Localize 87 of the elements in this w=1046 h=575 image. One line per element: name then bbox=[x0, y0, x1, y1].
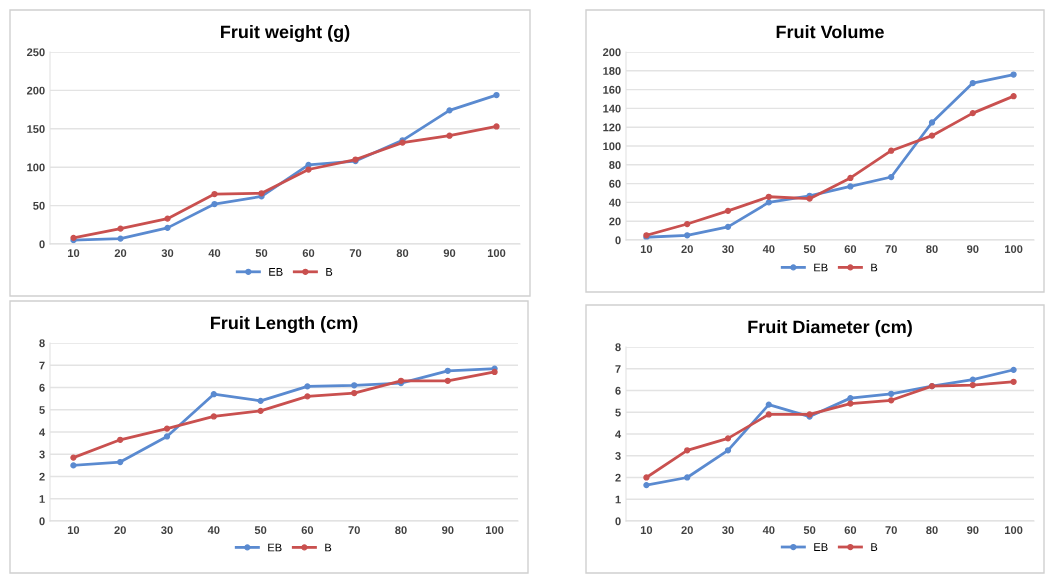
legend-label: EB bbox=[814, 543, 828, 551]
legend-label: EB bbox=[814, 263, 828, 272]
y-tick-label: 250 bbox=[26, 48, 45, 57]
y-tick-label: 7 bbox=[39, 361, 45, 370]
chart-title: Fruit Volume bbox=[776, 25, 884, 39]
x-tick-label: 60 bbox=[301, 526, 314, 535]
y-tick-label: 2 bbox=[615, 473, 621, 482]
y-tick-label: 160 bbox=[603, 85, 621, 94]
x-tick-label: 10 bbox=[640, 526, 653, 535]
y-tick-label: 2 bbox=[39, 472, 45, 481]
y-tick-label: 3 bbox=[39, 450, 45, 459]
x-tick-label: 40 bbox=[762, 526, 775, 535]
y-tick-label: 8 bbox=[39, 339, 45, 348]
x-tick-label: 70 bbox=[349, 249, 362, 258]
x-tick-label: 70 bbox=[885, 245, 897, 254]
x-tick-label: 20 bbox=[114, 249, 127, 258]
y-tick-label: 0 bbox=[615, 517, 621, 526]
x-tick-label: 100 bbox=[487, 249, 506, 258]
y-tick-label: 40 bbox=[608, 198, 621, 207]
y-tick-label: 5 bbox=[39, 406, 45, 414]
x-tick-label: 20 bbox=[681, 526, 693, 535]
y-tick-label: 7 bbox=[615, 365, 621, 373]
x-tick-label: 100 bbox=[1005, 526, 1023, 535]
y-tick-label: 20 bbox=[609, 217, 621, 226]
y-tick-label: 150 bbox=[27, 125, 45, 133]
y-tick-label: 140 bbox=[603, 104, 621, 113]
y-tick-label: 4 bbox=[39, 428, 46, 437]
chart-title: Fruit weight (g) bbox=[221, 25, 350, 42]
y-tick-label: 3 bbox=[615, 452, 621, 460]
x-tick-label: 40 bbox=[762, 245, 775, 254]
x-tick-label: 10 bbox=[67, 526, 80, 535]
x-tick-label: 100 bbox=[1005, 245, 1023, 254]
x-tick-label: 80 bbox=[396, 249, 409, 258]
y-tick-label: 100 bbox=[603, 142, 621, 151]
y-tick-label: 6 bbox=[39, 383, 45, 392]
x-tick-label: 50 bbox=[803, 245, 816, 254]
x-tick-label: 20 bbox=[681, 245, 693, 254]
x-tick-label: 20 bbox=[114, 526, 126, 535]
x-tick-label: 90 bbox=[967, 526, 979, 535]
y-tick-label: 60 bbox=[609, 179, 621, 188]
x-tick-label: 10 bbox=[68, 249, 80, 258]
y-tick-label: 80 bbox=[609, 161, 621, 169]
chart-title: Fruit Length (cm) bbox=[210, 316, 358, 333]
x-tick-label: 30 bbox=[161, 249, 174, 258]
x-tick-label: 90 bbox=[967, 245, 979, 254]
x-tick-label: 50 bbox=[254, 526, 267, 535]
x-tick-label: 90 bbox=[443, 249, 456, 258]
y-tick-label: 5 bbox=[615, 408, 621, 417]
x-tick-label: 10 bbox=[640, 245, 653, 254]
x-tick-label: 30 bbox=[722, 245, 734, 254]
y-tick-label: 1 bbox=[39, 495, 45, 503]
x-tick-label: 70 bbox=[348, 526, 360, 535]
legend-label: B bbox=[326, 268, 333, 276]
x-tick-label: 40 bbox=[207, 526, 220, 535]
legend-label: B bbox=[871, 263, 878, 272]
y-tick-label: 200 bbox=[26, 86, 45, 95]
y-tick-label: 0 bbox=[39, 517, 45, 526]
x-tick-label: 80 bbox=[926, 526, 938, 535]
y-tick-label: 100 bbox=[27, 163, 45, 172]
x-tick-label: 60 bbox=[844, 526, 857, 535]
legend-label: EB bbox=[268, 543, 282, 552]
y-tick-label: 180 bbox=[603, 67, 621, 75]
x-tick-label: 50 bbox=[255, 249, 268, 258]
x-tick-label: 60 bbox=[302, 249, 315, 258]
x-tick-label: 30 bbox=[161, 526, 173, 535]
x-tick-label: 90 bbox=[442, 526, 454, 535]
x-tick-label: 100 bbox=[486, 526, 504, 535]
x-tick-label: 40 bbox=[208, 249, 221, 258]
y-tick-label: 0 bbox=[615, 236, 621, 245]
y-tick-label: 0 bbox=[39, 240, 45, 249]
x-tick-label: 60 bbox=[844, 245, 857, 254]
legend-label: B bbox=[871, 543, 878, 551]
y-tick-label: 120 bbox=[603, 123, 621, 132]
y-tick-label: 1 bbox=[615, 495, 621, 504]
x-tick-label: 50 bbox=[803, 526, 816, 535]
chart-title: Fruit Diameter (cm) bbox=[748, 320, 912, 337]
y-tick-label: 6 bbox=[615, 386, 621, 395]
y-tick-label: 50 bbox=[33, 201, 45, 210]
y-tick-label: 8 bbox=[615, 343, 621, 352]
legend-label: B bbox=[325, 543, 332, 552]
y-tick-label: 200 bbox=[602, 48, 621, 57]
legend-label: EB bbox=[269, 268, 283, 276]
x-tick-label: 70 bbox=[885, 526, 897, 535]
x-tick-label: 80 bbox=[926, 245, 938, 254]
x-tick-label: 80 bbox=[395, 526, 407, 535]
x-tick-label: 30 bbox=[722, 526, 734, 535]
y-tick-label: 4 bbox=[615, 430, 622, 439]
